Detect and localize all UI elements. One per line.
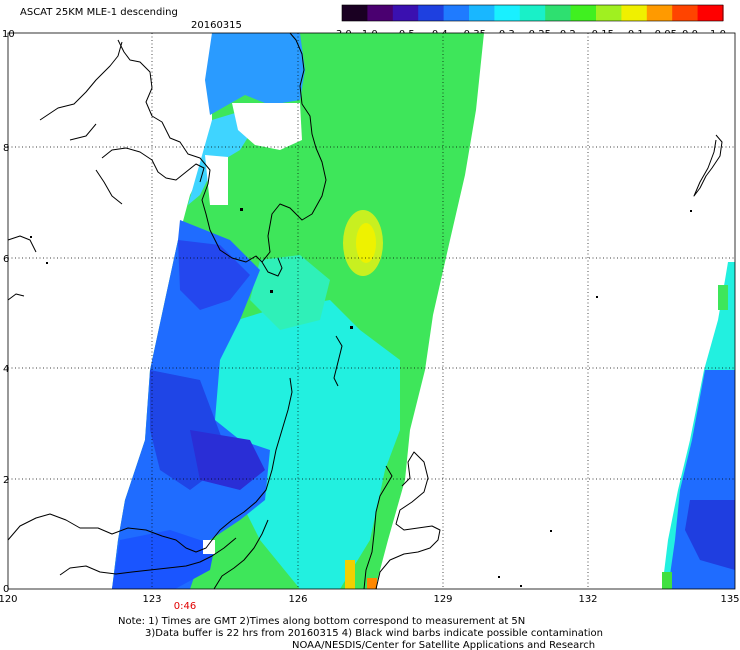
swath-yellow-south — [345, 560, 355, 589]
coast-negros-south — [95, 169, 123, 205]
coast-palau — [693, 134, 723, 197]
longitude-labels: 120 123 126 129 132 135 — [0, 594, 740, 605]
island-dot — [520, 585, 522, 587]
lat-label-2: 2 — [3, 475, 9, 486]
coast-islet-west-1 — [7, 235, 37, 253]
colorbar-swatch — [545, 5, 572, 21]
lon-label-135: 135 — [720, 594, 739, 605]
colorbar-swatch — [469, 5, 495, 21]
colorbar-swatch — [392, 5, 419, 21]
island-dots — [30, 208, 692, 587]
lon-label-126: 126 — [288, 594, 307, 605]
colorbar-swatch — [697, 5, 724, 21]
swath-gap-west — [205, 155, 228, 205]
coast-sulawesi-east — [213, 519, 269, 590]
colorbar-swatches — [342, 5, 724, 21]
swath-right-green-south — [662, 572, 672, 589]
island-dot — [240, 208, 243, 211]
colorbar-swatch — [672, 5, 699, 21]
island-dot — [498, 576, 500, 578]
colorbar-swatch — [570, 5, 597, 21]
swath-time-label: 0:46 — [174, 601, 196, 612]
colorbar-swatch — [519, 5, 546, 21]
wind-swath-right — [662, 262, 735, 589]
coast-mindanao-north — [117, 32, 327, 263]
swath-right-green — [718, 285, 728, 310]
note-line-3: NOAA/NESDIS/Center for Satellite Applica… — [292, 640, 595, 650]
footnotes: Note: 1) Times are GMT 2)Times along bot… — [118, 616, 603, 650]
wind-swath-left — [112, 33, 484, 589]
island-dot — [596, 296, 598, 298]
island-dot — [690, 210, 692, 212]
swath-teal-region — [250, 255, 330, 330]
lat-label-10: 10 — [2, 29, 15, 40]
swath-yellow-spot — [356, 223, 376, 263]
island-dot — [46, 262, 48, 264]
island-dot — [350, 326, 353, 329]
lat-lon-grid — [8, 33, 735, 589]
coast-panay — [39, 41, 123, 121]
swath-gap-south — [203, 540, 215, 554]
colorbar-swatch — [646, 5, 673, 21]
swath-orange-south — [367, 578, 377, 589]
colorbar-swatch — [494, 5, 521, 21]
lon-label-129: 129 — [433, 594, 452, 605]
colorbar-frame — [341, 4, 724, 22]
swath-cyan-region — [200, 300, 400, 589]
note-line-1: Note: 1) Times are GMT 2)Times along bot… — [118, 616, 525, 627]
coast-talaud — [333, 335, 343, 387]
map-panel: 10 8 6 4 2 0 120 123 126 129 132 135 0:4… — [0, 29, 740, 612]
colorbar-swatch — [596, 5, 622, 21]
map-frame — [7, 32, 736, 590]
coast-mindanao-cape — [261, 257, 283, 277]
lon-label-123: 123 — [142, 594, 161, 605]
swath-blue-south — [112, 530, 215, 589]
coastlines — [7, 32, 723, 590]
coast-halmahera-east — [375, 451, 441, 590]
swath-right-dark-blue — [685, 500, 735, 570]
coast-cebu — [69, 123, 97, 141]
coast-sulawesi-north — [7, 377, 293, 553]
lat-label-8: 8 — [3, 143, 9, 154]
coast-halmahera-west — [363, 465, 393, 590]
lon-label-132: 132 — [578, 594, 597, 605]
product-title: ASCAT 25KM MLE-1 descending — [20, 7, 178, 18]
colorbar-swatch — [621, 5, 648, 21]
island-dot — [30, 236, 32, 238]
island-dot — [550, 530, 552, 532]
product-date: 20160315 — [191, 20, 242, 31]
lat-label-4: 4 — [3, 364, 9, 375]
swath-gap-north — [232, 103, 302, 150]
island-dot — [270, 290, 273, 293]
latitude-labels: 10 8 6 4 2 0 — [2, 29, 15, 595]
coast-sulawesi-arm — [59, 537, 237, 576]
swath-indigo-region — [190, 430, 265, 490]
lat-label-0: 0 — [3, 584, 9, 595]
coast-islet-west-2 — [7, 293, 25, 301]
lon-label-120: 120 — [0, 594, 18, 605]
colorbar-swatch — [367, 5, 394, 21]
lat-label-6: 6 — [3, 254, 9, 265]
note-line-2: 3)Data buffer is 22 hrs from 20160315 4)… — [145, 628, 603, 639]
colorbar-swatch — [443, 5, 470, 21]
swath-lightblue-north — [205, 33, 305, 115]
colorbar-swatch — [342, 5, 368, 21]
coast-negros — [101, 147, 205, 183]
colorbar-swatch — [418, 5, 445, 21]
